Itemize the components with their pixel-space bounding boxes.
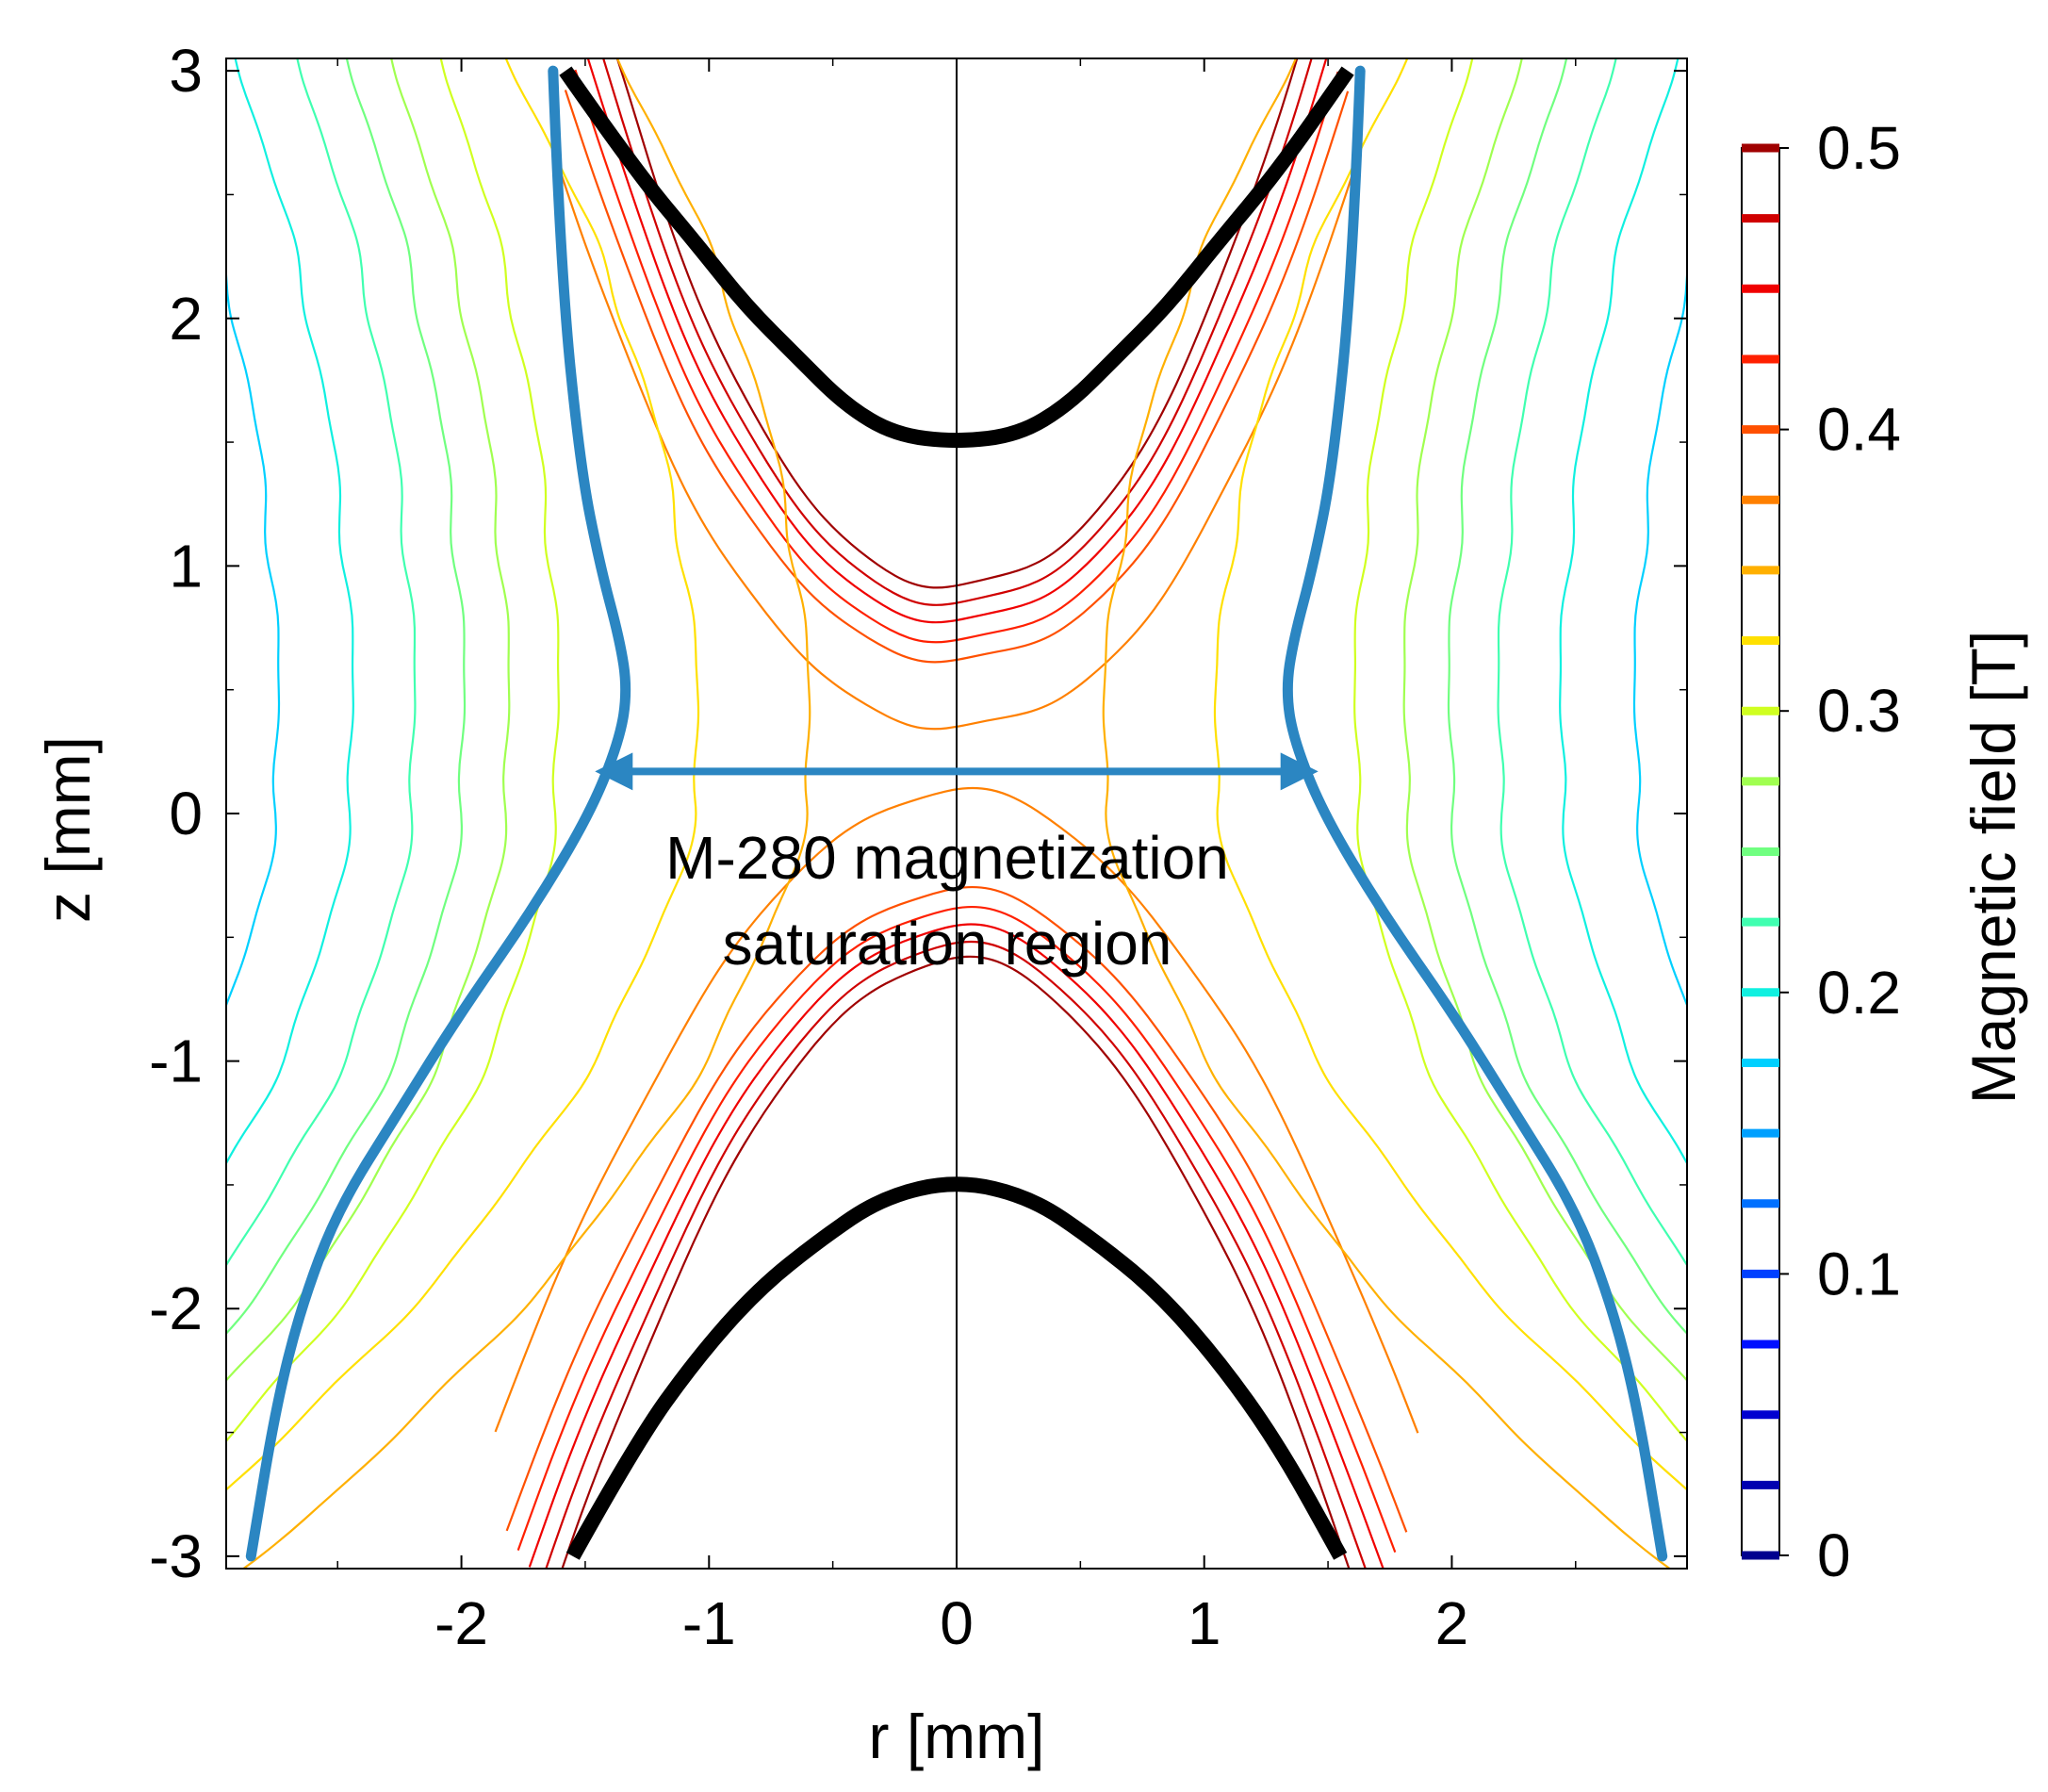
colorbar-tick-label: 0.2 <box>1817 959 1901 1027</box>
x-tick-label: 1 <box>1188 1589 1221 1657</box>
contour-line-bottom-4 <box>505 885 1408 1533</box>
y-tick-label: 0 <box>169 780 203 847</box>
x-tick-label: -1 <box>682 1589 736 1657</box>
contour-line-left-7 <box>226 58 700 1491</box>
colorbar-tick-label: 0 <box>1817 1521 1851 1589</box>
x-tick-label: 0 <box>940 1589 974 1657</box>
contour-line-left-11 <box>226 58 417 1268</box>
colorbar-tick-label: 0.4 <box>1817 396 1901 464</box>
y-tick-label: 2 <box>169 285 203 353</box>
contour-line-bottom-0 <box>561 955 1351 1569</box>
y-axis-label: z [mm] <box>33 736 103 923</box>
y-tick-label: -1 <box>149 1028 203 1095</box>
saturation-boundary-left <box>245 65 631 1562</box>
contour-line-right-9 <box>1402 58 1687 1382</box>
contour-line-left-9 <box>226 58 511 1382</box>
colorbar <box>1741 143 1780 1560</box>
contour-line-left-13 <box>226 264 281 1009</box>
annotation-line-2: saturation region <box>723 910 1172 978</box>
pole-pieces <box>559 66 1354 1560</box>
contour-line-bottom-3 <box>516 905 1397 1553</box>
y-tick-label: 1 <box>169 532 203 600</box>
colorbar-ticks: 0 0.1 0.2 0.3 0.4 0.5 <box>1779 114 1901 1589</box>
pole-piece-lower <box>565 1176 1348 1560</box>
contour-line-right-12 <box>1559 58 1687 1166</box>
colorbar-label: Magnetic field [T] <box>1958 631 2028 1105</box>
y-tick-label: -3 <box>149 1522 203 1590</box>
y-axis-ticks: -3 -2 -1 0 1 2 3 <box>149 37 1687 1590</box>
colorbar-tick-label: 0.3 <box>1817 677 1901 745</box>
contour-line-top-0 <box>615 58 1299 589</box>
field-contours <box>226 58 1687 1569</box>
contour-line-right-11 <box>1497 58 1687 1268</box>
contour-line-right-13 <box>1632 264 1687 1009</box>
annotation-line-1: M-280 magnetization <box>665 824 1229 892</box>
contour-line-right-6 <box>1102 58 1672 1569</box>
contour-line-left-6 <box>241 58 811 1569</box>
y-tick-label: 3 <box>169 37 203 105</box>
saturation-boundary-right <box>1282 65 1668 1562</box>
contour-line-right-8 <box>1353 58 1687 1443</box>
contour-line-bottom-1 <box>545 940 1367 1569</box>
x-axis-label: r [mm] <box>869 1702 1045 1771</box>
contour-line-bottom-2 <box>528 923 1384 1569</box>
contour-line-right-7 <box>1213 58 1687 1491</box>
pole-piece-upper <box>559 66 1354 449</box>
contour-line-left-8 <box>226 58 560 1443</box>
colorbar-tick-label: 0.1 <box>1817 1240 1901 1307</box>
x-tick-label: 2 <box>1435 1589 1469 1657</box>
saturation-boundary <box>245 65 1668 1562</box>
x-tick-label: -2 <box>434 1589 488 1657</box>
contour-line-right-10 <box>1447 58 1687 1336</box>
contour-line-left-10 <box>226 58 467 1336</box>
colorbar-tick-label: 0.5 <box>1817 114 1901 182</box>
contour-line-left-12 <box>226 58 354 1166</box>
x-axis-ticks: -2 -1 0 1 2 <box>336 58 1577 1657</box>
y-tick-label: -2 <box>149 1274 203 1342</box>
